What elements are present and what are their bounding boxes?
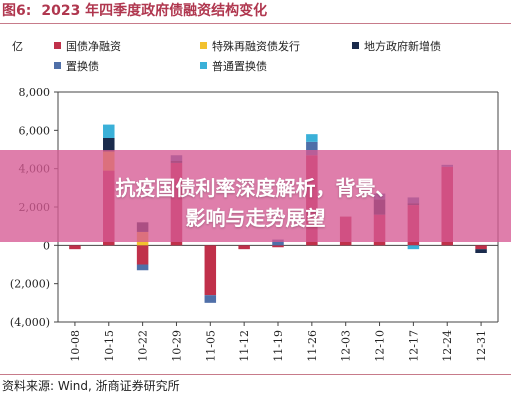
x-tick-label: 12-31 [475, 330, 488, 362]
bar-segment [407, 245, 420, 250]
x-tick-label: 12-24 [441, 330, 454, 362]
y-tick-label: 8,000 [19, 86, 51, 99]
figure-title: 图6: 2023 年四季度政府债融资结构变化 [0, 0, 511, 24]
bar-segment [69, 245, 81, 250]
x-tick-label: 12-17 [407, 330, 420, 362]
x-tick-label: 11-26 [306, 330, 319, 362]
x-tick-label: 11-19 [272, 330, 285, 362]
y-tick-label: 6,000 [19, 124, 51, 137]
y-tick-label: 0 [43, 239, 50, 252]
figure-title-text: 2023 年四季度政府债融资结构变化 [41, 3, 268, 19]
bar-segment [475, 249, 487, 253]
bar-segment [272, 245, 284, 248]
bar-segment [204, 295, 217, 303]
x-tick-label: 12-10 [374, 330, 387, 362]
legend-entry: 国债净融资 [66, 39, 121, 53]
legend-entry: 置换债 [66, 59, 99, 73]
y-tick-label: (4,000) [10, 316, 50, 329]
bar-segment [272, 239, 284, 246]
banner-line-1: 抗疫国债利率深度解析，背景、 [115, 176, 396, 200]
legend-entry: 地方政府新增债 [364, 39, 441, 53]
legend-swatch [200, 62, 207, 69]
bar-segment [103, 138, 115, 152]
bar-segment [204, 245, 217, 296]
x-tick-label: 11-05 [204, 330, 217, 362]
bar-segment [136, 264, 149, 271]
legend-swatch [54, 42, 61, 49]
bar-segment [306, 134, 318, 142]
x-tick-label: 12-03 [340, 330, 353, 362]
x-tick-label: 10-22 [137, 330, 150, 362]
bar-segment [103, 124, 115, 138]
legend-swatch [352, 42, 359, 49]
legend-entry: 普通置换债 [212, 59, 267, 73]
legend-swatch [200, 42, 207, 49]
bar-segment [475, 245, 487, 250]
x-tick-label: 11-12 [238, 330, 251, 362]
x-tick-label: 10-08 [69, 330, 82, 362]
bar-segment [136, 245, 149, 265]
banner-overlay: 抗疫国债利率深度解析，背景、 影响与走势展望 [0, 150, 511, 242]
banner-line-2: 影响与走势展望 [185, 206, 326, 230]
legend-swatch [54, 62, 61, 69]
x-tick-label: 10-15 [103, 330, 116, 362]
y-axis-label: 亿 [12, 40, 23, 53]
source-note: 资料来源: Wind, 浙商证券研究所 [0, 374, 511, 396]
bar-segment [306, 141, 318, 156]
x-tick-label: 10-29 [170, 330, 183, 362]
bar-segment [238, 245, 250, 250]
y-tick-label: (2,000) [10, 278, 50, 291]
figure-label: 图6: [2, 3, 32, 19]
legend-entry: 特殊再融资债发行 [212, 39, 300, 53]
